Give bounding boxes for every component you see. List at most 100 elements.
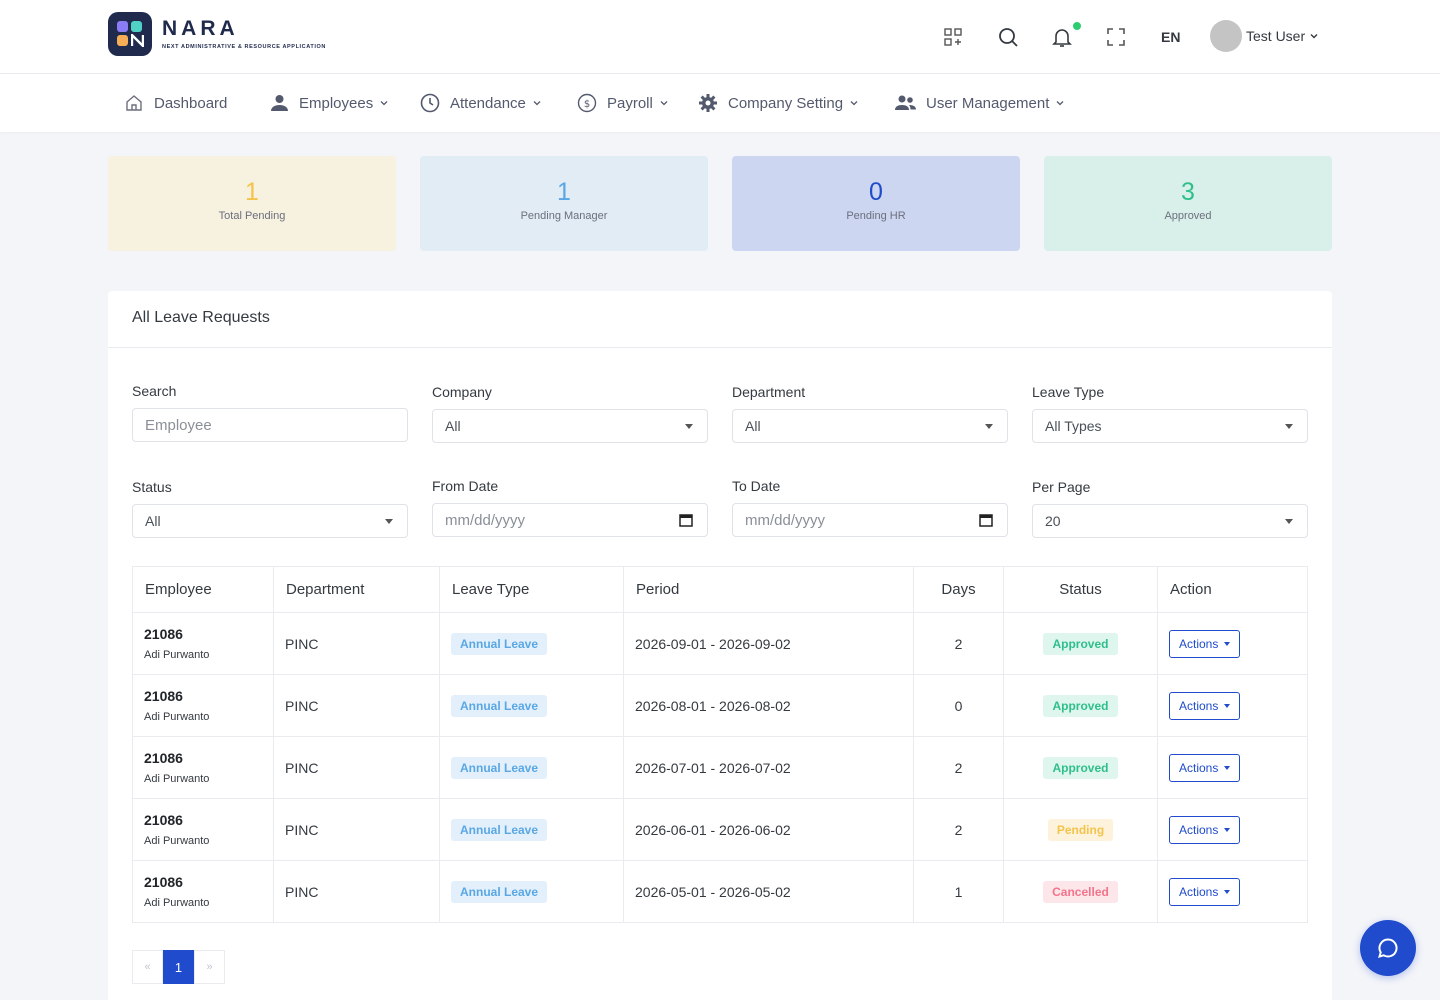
table-row: 21086 Adi Purwanto PINC Annual Leave 2026-08… <box>132 674 1308 737</box>
actions-dropdown-button[interactable]: Actions <box>1169 815 1241 844</box>
status-badge: Cancelled <box>1043 880 1118 903</box>
cell-status: Approved <box>1003 612 1158 675</box>
select-value: All <box>445 418 461 434</box>
cell-employee: 21086 Adi Purwanto <box>132 674 274 737</box>
calendar-icon[interactable] <box>979 513 993 527</box>
cell-status: Approved <box>1003 736 1158 799</box>
stat-label: Pending Manager <box>520 210 608 222</box>
cell-days: 2 <box>913 612 1004 675</box>
nav-company-setting[interactable]: Company Setting <box>698 74 859 132</box>
cell-days: 1 <box>913 860 1004 923</box>
actions-dropdown-button[interactable]: Actions <box>1169 877 1241 906</box>
stat-value: 0 <box>869 178 883 206</box>
logo-mark <box>108 12 152 56</box>
per-page-select[interactable]: 20 <box>1032 504 1308 538</box>
user-name: Test User <box>1246 28 1306 44</box>
table-row: 21086 Adi Purwanto PINC Annual Leave 2026-09… <box>132 612 1308 675</box>
cell-days: 2 <box>913 798 1004 861</box>
main-nav: Dashboard Employees Attendance $ Payroll… <box>0 74 1440 132</box>
cell-period: 2026-06-01 - 2026-06-02 <box>623 798 914 861</box>
pagination-next[interactable]: » <box>194 950 225 984</box>
to-date-label: To Date <box>732 478 781 494</box>
language-selector[interactable]: EN <box>1161 29 1181 45</box>
status-badge: Pending <box>1047 818 1114 841</box>
brand-logo[interactable]: NARA NEXT ADMINISTRATIVE & RESOURCE APPL… <box>108 12 326 56</box>
cell-days: 0 <box>913 674 1004 737</box>
actions-dropdown-button[interactable]: Actions <box>1169 691 1241 720</box>
table-row: 21086 Adi Purwanto PINC Annual Leave 2026-06… <box>132 798 1308 861</box>
employee-name: Adi Purwanto <box>144 711 210 723</box>
actions-dropdown-button[interactable]: Actions <box>1169 629 1241 658</box>
fullscreen-icon[interactable] <box>1104 25 1128 49</box>
col-period: Period <box>623 566 914 613</box>
nav-user-management[interactable]: User Management <box>895 74 1065 132</box>
department-select[interactable]: All <box>732 409 1008 443</box>
search-input[interactable]: Employee <box>132 408 408 442</box>
stat-label: Total Pending <box>218 210 286 222</box>
date-placeholder: mm/dd/yyyy <box>745 511 826 529</box>
caret-down-icon <box>685 424 693 429</box>
nav-dashboard[interactable]: Dashboard <box>124 74 227 132</box>
nav-attendance[interactable]: Attendance <box>420 74 542 132</box>
company-select[interactable]: All <box>432 409 708 443</box>
chevron-down-icon <box>380 101 388 106</box>
leave-type-select[interactable]: All Types <box>1032 409 1308 443</box>
apps-grid-icon[interactable] <box>941 25 965 49</box>
employee-id: 21086 <box>144 874 183 890</box>
col-days: Days <box>913 566 1004 613</box>
gear-icon <box>699 94 717 112</box>
employee-id: 21086 <box>144 626 183 642</box>
actions-dropdown-button[interactable]: Actions <box>1169 753 1241 782</box>
pagination: « 1 » <box>132 950 225 984</box>
actions-label: Actions <box>1179 822 1219 837</box>
stat-label: Approved <box>1164 210 1212 222</box>
status-select[interactable]: All <box>132 504 408 538</box>
cell-employee: 21086 Adi Purwanto <box>132 798 274 861</box>
chat-bubble-icon <box>1378 938 1398 958</box>
chevron-down-icon <box>850 101 858 106</box>
cell-action: Actions <box>1157 798 1308 861</box>
nav-employees[interactable]: Employees <box>270 74 389 132</box>
leave-type-badge: Annual Leave <box>451 694 548 717</box>
caret-down-icon <box>985 424 993 429</box>
employee-name: Adi Purwanto <box>144 649 210 661</box>
cell-period: 2026-07-01 - 2026-07-02 <box>623 736 914 799</box>
status-badge: Approved <box>1043 632 1118 655</box>
bell-icon[interactable] <box>1050 25 1074 49</box>
leave-type-badge: Annual Leave <box>451 756 548 779</box>
cell-leave-type: Annual Leave <box>439 612 624 675</box>
dollar-icon: $ <box>577 93 597 113</box>
select-value: 20 <box>1045 513 1061 529</box>
calendar-icon[interactable] <box>679 513 693 527</box>
avatar <box>1210 20 1242 52</box>
nav-payroll[interactable]: $ Payroll <box>577 74 669 132</box>
department-label: Department <box>732 384 806 400</box>
from-date-label: From Date <box>432 478 499 494</box>
cell-leave-type: Annual Leave <box>439 860 624 923</box>
select-value: All <box>145 513 161 529</box>
table-row: 21086 Adi Purwanto PINC Annual Leave 2026-05… <box>132 860 1308 923</box>
cell-action: Actions <box>1157 674 1308 737</box>
pagination-prev[interactable]: « <box>132 950 163 984</box>
pagination-page-1[interactable]: 1 <box>163 950 194 984</box>
to-date-input[interactable]: mm/dd/yyyy <box>732 503 1008 537</box>
user-menu[interactable]: Test User <box>1210 20 1319 52</box>
actions-label: Actions <box>1179 636 1219 651</box>
cell-action: Actions <box>1157 612 1308 675</box>
leave-type-badge: Annual Leave <box>451 818 548 841</box>
stat-label: Pending HR <box>846 210 906 222</box>
leave-type-badge: Annual Leave <box>451 880 548 903</box>
chevron-down-icon <box>1056 101 1064 106</box>
nav-label: Employees <box>299 94 374 112</box>
caret-down-icon <box>1224 641 1231 646</box>
cell-days: 2 <box>913 736 1004 799</box>
cell-department: PINC <box>273 612 440 675</box>
svg-text:$: $ <box>584 99 590 110</box>
caret-down-icon <box>1224 827 1231 832</box>
stat-total-pending: 1 Total Pending <box>108 156 396 251</box>
chat-button[interactable] <box>1360 920 1416 976</box>
nav-label: Payroll <box>607 94 653 112</box>
employee-id: 21086 <box>144 688 183 704</box>
from-date-input[interactable]: mm/dd/yyyy <box>432 503 708 537</box>
search-icon[interactable] <box>996 25 1020 49</box>
